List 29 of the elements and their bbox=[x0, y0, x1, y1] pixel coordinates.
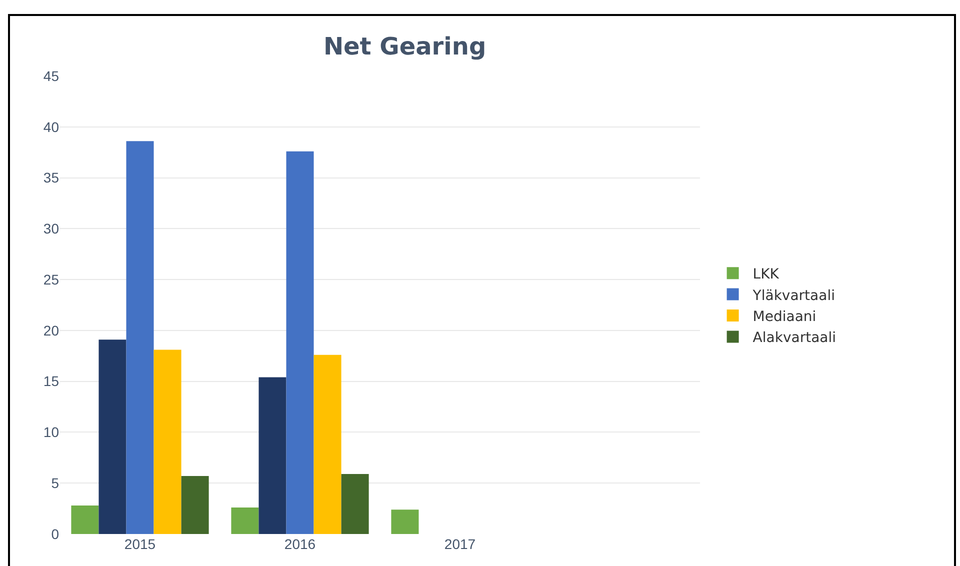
x-tick-label: 2017 bbox=[444, 536, 476, 552]
legend-label: Mediaani bbox=[752, 308, 816, 325]
legend-label: LKK bbox=[752, 266, 780, 283]
x-tick-label: 2016 bbox=[284, 536, 316, 552]
bar bbox=[154, 350, 182, 534]
y-tick-label: 15 bbox=[43, 373, 60, 390]
bar bbox=[314, 354, 342, 534]
bar bbox=[391, 510, 419, 534]
bar bbox=[258, 377, 286, 534]
y-tick-label: 0 bbox=[51, 526, 60, 542]
y-tick-label: 5 bbox=[51, 475, 60, 492]
legend-label: Alakvartaali bbox=[752, 330, 836, 346]
bar bbox=[341, 474, 369, 534]
bar bbox=[126, 141, 154, 534]
y-tick-label: 30 bbox=[43, 220, 60, 237]
chart-title: Net Gearing bbox=[323, 32, 486, 61]
y-tick-label: 45 bbox=[43, 68, 60, 84]
y-tick-label: 10 bbox=[43, 424, 60, 440]
bar bbox=[181, 476, 209, 534]
y-tick-label: 20 bbox=[43, 322, 60, 338]
x-tick-label: 2015 bbox=[124, 536, 156, 552]
y-tick-label: 25 bbox=[43, 271, 60, 288]
bar bbox=[231, 508, 259, 534]
bar bbox=[286, 151, 314, 534]
y-tick-label: 40 bbox=[43, 118, 60, 135]
legend-label: Yläkvartaali bbox=[752, 288, 835, 304]
bar bbox=[98, 340, 126, 534]
y-tick-label: 35 bbox=[43, 170, 60, 186]
bar bbox=[71, 506, 99, 534]
